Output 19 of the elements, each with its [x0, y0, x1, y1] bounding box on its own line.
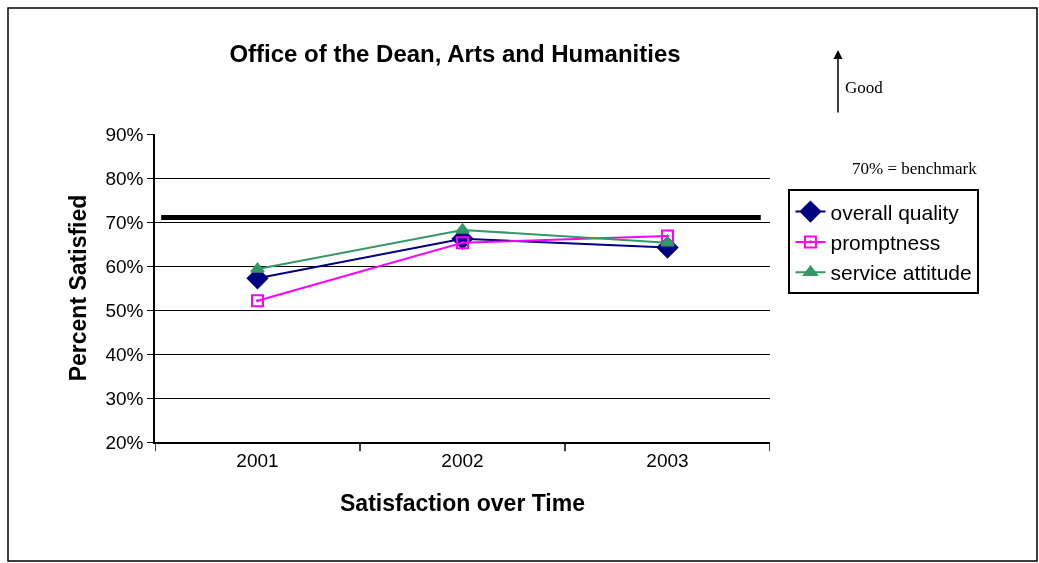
- y-tick-label: 50%: [105, 299, 144, 321]
- legend-label: promptness: [830, 231, 941, 255]
- x-tick-label: 2001: [236, 449, 279, 471]
- y-tick-label: 20%: [105, 431, 144, 453]
- x-axis-title: Satisfaction over Time: [340, 489, 585, 516]
- y-tick-label: 70%: [105, 211, 144, 233]
- chart-title: Office of the Dean, Arts and Humanities: [229, 40, 681, 68]
- text: Good: [845, 78, 884, 97]
- text: 70% = benchmark: [852, 159, 978, 178]
- y-tick-label: 80%: [105, 167, 144, 189]
- y-tick-label: 90%: [105, 123, 144, 145]
- x-tick-label: 2002: [441, 449, 484, 471]
- x-tick-label: 2003: [646, 449, 689, 471]
- y-axis-title: Percent Satisfied: [65, 194, 92, 382]
- y-tick-label: 30%: [105, 387, 144, 409]
- y-tick-label: 40%: [105, 343, 144, 365]
- y-tick-label: 60%: [105, 255, 144, 277]
- legend-label: overall quality: [830, 200, 960, 224]
- legend-label: service attitude: [830, 261, 972, 285]
